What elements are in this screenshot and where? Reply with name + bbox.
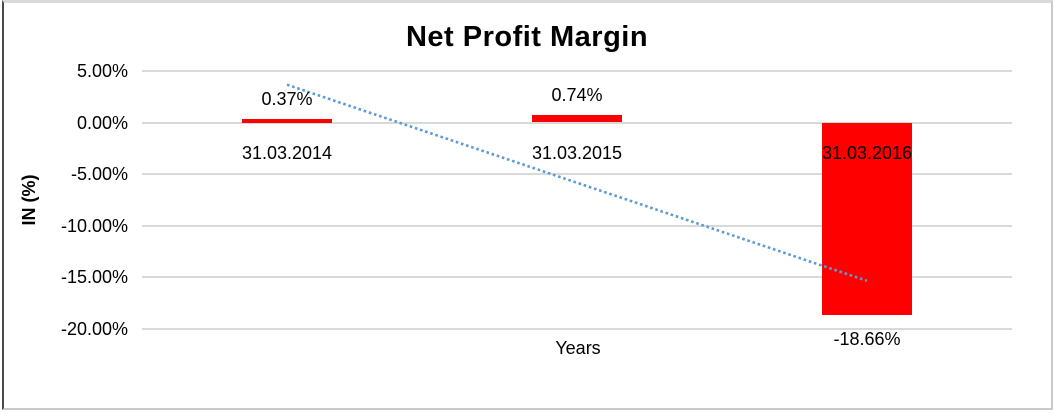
- bar-data-label: 0.37%: [261, 88, 313, 109]
- y-tick-label: -15.00%: [60, 267, 128, 287]
- gridline: [142, 224, 1012, 227]
- trendline-segment: [286, 83, 868, 283]
- y-tick-label: -20.00%: [60, 318, 128, 339]
- chart-title: Net Profit Margin: [405, 21, 649, 53]
- gridline: [142, 327, 1012, 330]
- y-tick-label: 5.00%: [76, 61, 128, 81]
- x-category-label: 31.03.2014: [241, 142, 333, 163]
- y-tick-label: -5.00%: [70, 164, 128, 184]
- gridline: [142, 173, 1012, 175]
- x-category-label: 31.03.2015: [531, 142, 623, 163]
- y-axis-title: IN (%): [19, 174, 39, 226]
- y-tick-label: -10.00%: [60, 215, 128, 236]
- x-axis-title: Years: [555, 338, 601, 358]
- gridline: [142, 121, 1012, 124]
- x-category-label: 31.03.2016: [821, 142, 913, 163]
- y-tick-label: 0.00%: [76, 112, 128, 133]
- bar: [822, 122, 912, 315]
- gridline: [142, 70, 1012, 72]
- bar: [532, 114, 622, 123]
- bar-data-label: -18.66%: [833, 328, 901, 349]
- gridline: [142, 276, 1012, 278]
- bar: [242, 118, 332, 123]
- bar-data-label: 0.74%: [551, 84, 603, 105]
